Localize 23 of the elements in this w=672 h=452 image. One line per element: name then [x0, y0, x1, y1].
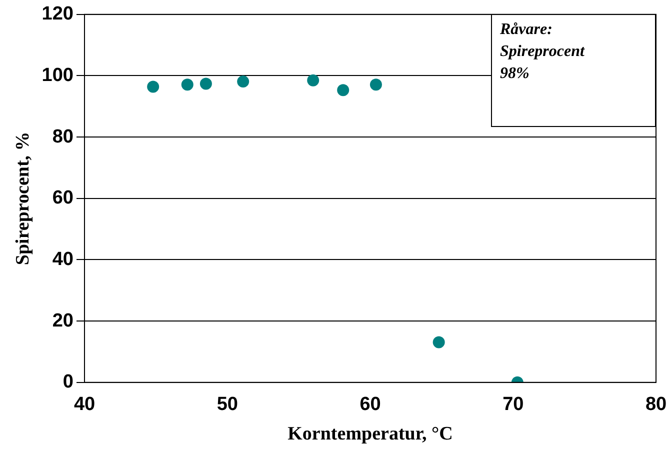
y-tick-label: 120: [42, 4, 74, 25]
x-tick-label: 50: [216, 394, 238, 416]
x-tick-label: 80: [645, 394, 667, 416]
point: [337, 84, 350, 96]
y-axis-title: Spireprocent, %: [12, 132, 34, 266]
y-tick-label: 20: [52, 310, 74, 332]
y-tick-label: 0: [62, 372, 74, 393]
annotation: Råvare: Spireprocent 98%: [500, 20, 586, 84]
x-tick-label: 40: [74, 394, 96, 416]
point: [237, 76, 250, 88]
y-tick-label: 40: [52, 248, 74, 270]
point: [307, 74, 320, 86]
point: [147, 80, 160, 93]
y-tick-label: 60: [52, 188, 74, 209]
x-tick-label: 60: [360, 394, 381, 416]
y-tick-label: 100: [42, 64, 74, 86]
point: [200, 78, 212, 90]
point: [181, 78, 194, 91]
x-tick-label: 70: [502, 394, 524, 416]
y-tick-label: 80: [52, 126, 74, 148]
text-box: Råvare: Spireprocent 98%: [491, 14, 656, 128]
x-axis-title: Korntemperatur, °C: [288, 424, 453, 445]
point: [370, 78, 382, 91]
